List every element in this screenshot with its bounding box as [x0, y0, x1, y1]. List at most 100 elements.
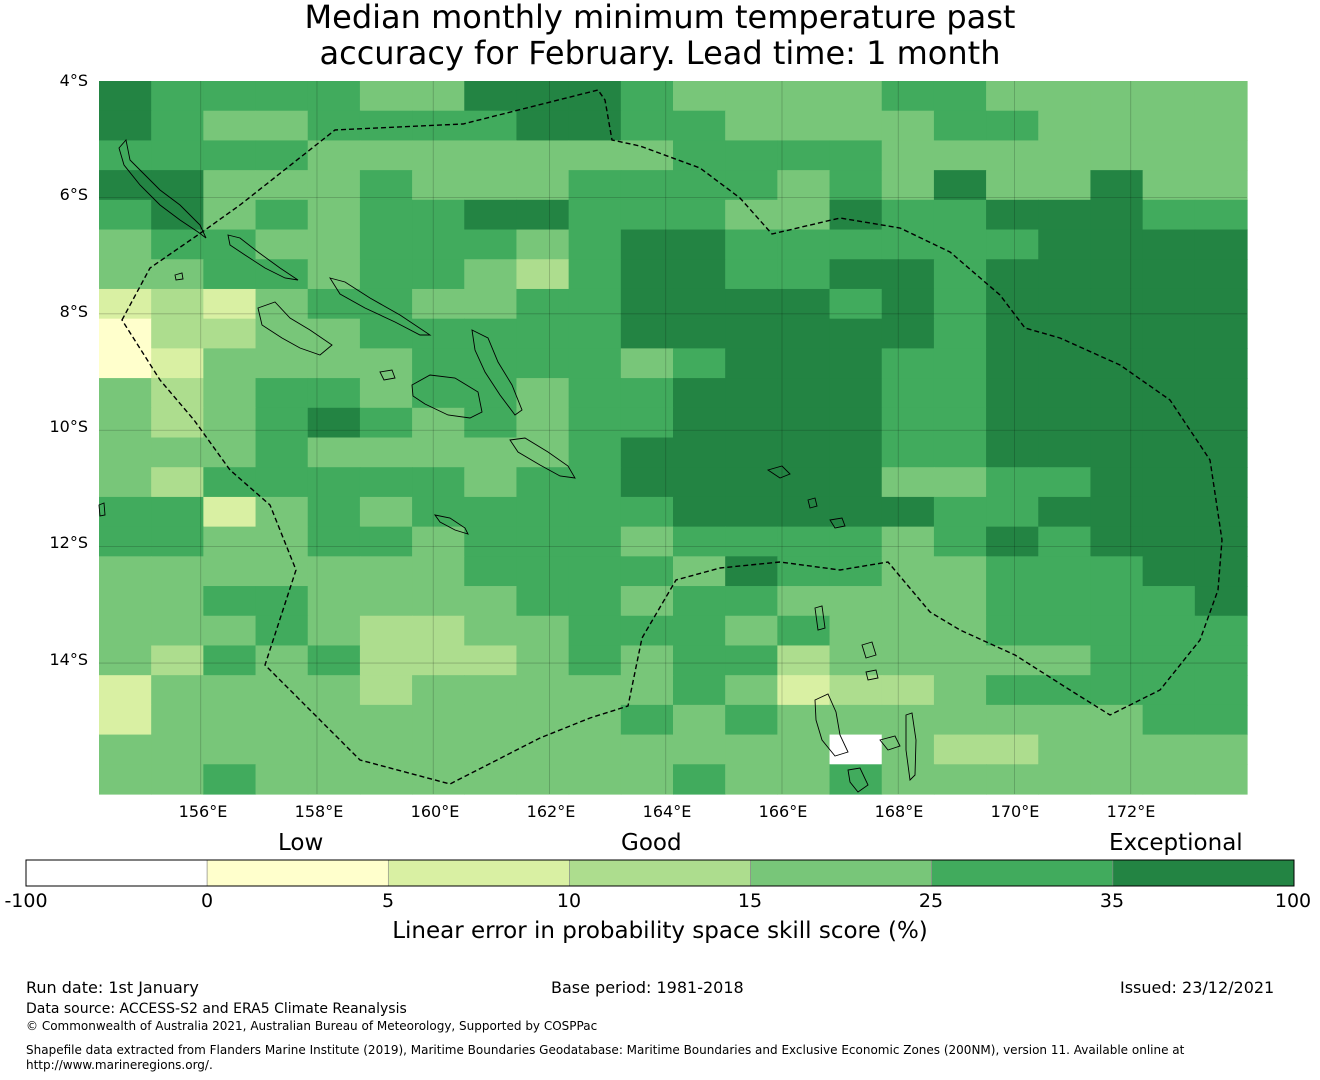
- grid-cell: [412, 437, 465, 468]
- grid-cell: [1194, 378, 1248, 409]
- grid-cell: [1194, 734, 1248, 765]
- grid-cell: [620, 170, 674, 201]
- grid-cell: [203, 140, 257, 171]
- grid-cell: [151, 526, 204, 557]
- grid-cell: [1142, 467, 1196, 498]
- grid-cell: [359, 556, 413, 587]
- grid-cell: [1142, 170, 1196, 201]
- grid-cell: [620, 496, 674, 528]
- grid-cell: [725, 259, 778, 290]
- grid-cell: [933, 496, 987, 528]
- grid-cell: [1090, 407, 1144, 439]
- colorbar-tick: -100: [4, 890, 48, 912]
- colorbar-swatch: [206, 859, 389, 887]
- grid-cell: [881, 556, 935, 587]
- grid-cell: [829, 734, 883, 765]
- grid-cell: [1142, 645, 1196, 676]
- grid-cell: [99, 586, 152, 617]
- grid-cell: [620, 199, 674, 231]
- grid-cell: [777, 586, 831, 617]
- grid-cell: [151, 704, 204, 736]
- grid-cell: [568, 378, 622, 409]
- grid-cell: [307, 81, 361, 112]
- grid-cell: [1142, 318, 1196, 349]
- grid-cell: [986, 586, 1039, 617]
- grid-cell: [986, 259, 1039, 290]
- grid-cell: [673, 229, 726, 260]
- run-date: Run date: 1st January: [26, 978, 199, 997]
- grid-cell: [516, 704, 570, 736]
- grid-cell: [307, 199, 361, 231]
- grid-cell: [829, 348, 883, 379]
- grid-cell: [1090, 199, 1144, 231]
- rennell-island: [433, 514, 469, 535]
- grid-cell: [516, 645, 570, 676]
- grid-cell: [1090, 140, 1144, 171]
- grid-cell: [673, 764, 726, 795]
- grid-cell: [568, 556, 622, 587]
- grid-cell: [1194, 645, 1248, 676]
- grid-cell: [881, 734, 935, 765]
- grid-cell: [99, 437, 152, 468]
- grid-cell: [620, 348, 674, 379]
- grid-cell: [464, 199, 518, 231]
- grid-cell: [1194, 467, 1248, 498]
- grid-cell: [307, 675, 361, 706]
- grid-cell: [986, 81, 1039, 112]
- grid-cell: [620, 81, 674, 112]
- grid-cell: [151, 734, 204, 765]
- grid-cell: [203, 615, 257, 647]
- grid-cell: [1142, 199, 1196, 231]
- grid-cell: [151, 496, 204, 528]
- grid-cell: [986, 348, 1039, 379]
- grid-cell: [673, 140, 726, 171]
- grid-cell: [151, 140, 204, 171]
- grid-cell: [881, 288, 935, 320]
- grid-cell: [1038, 734, 1092, 765]
- grid-cell: [203, 170, 257, 201]
- grid-cell: [516, 110, 570, 142]
- grid-cell: [1038, 615, 1092, 647]
- grid-cell: [203, 645, 257, 676]
- grid-cell: [933, 764, 987, 795]
- grid-cell: [620, 110, 674, 142]
- grid-cell: [255, 704, 309, 736]
- makira-island: [509, 437, 576, 479]
- grid-cell: [255, 81, 309, 112]
- grid-cell: [986, 645, 1039, 676]
- grid-cell: [1090, 318, 1144, 349]
- colorbar-tick: 15: [737, 890, 763, 912]
- grid-cell: [725, 645, 778, 676]
- grid-cell: [568, 110, 622, 142]
- grid-cell: [99, 496, 152, 528]
- grid-cell: [881, 586, 935, 617]
- grid-cell: [986, 556, 1039, 587]
- grid-cell: [986, 734, 1039, 765]
- lat-label-4s: 4°S: [59, 71, 88, 90]
- grid-cell: [986, 526, 1039, 557]
- grid-cell: [673, 110, 726, 142]
- grid-cell: [777, 734, 831, 765]
- grid-cell: [203, 526, 257, 557]
- grid-cell: [829, 467, 883, 498]
- grid-cell: [307, 467, 361, 498]
- grid-cell: [307, 704, 361, 736]
- lat-label-12s: 12°S: [49, 533, 88, 552]
- grid-cell: [151, 675, 204, 706]
- grid-cell: [359, 378, 413, 409]
- grid-cell: [829, 140, 883, 171]
- grid-cell: [1194, 437, 1248, 468]
- new-georgia-islands: [257, 301, 333, 356]
- grid-cell: [464, 81, 518, 112]
- grid-cell: [1038, 318, 1092, 349]
- grid-cell: [412, 81, 465, 112]
- grid-cell: [829, 615, 883, 647]
- grid-cell: [725, 378, 778, 409]
- grid-cell: [777, 229, 831, 260]
- grid-cell: [151, 110, 204, 142]
- grid-cell: [1142, 586, 1196, 617]
- grid-cell: [255, 615, 309, 647]
- grid-cell: [412, 110, 465, 142]
- grid-cell: [986, 764, 1039, 795]
- category-good-label: Good: [621, 830, 682, 856]
